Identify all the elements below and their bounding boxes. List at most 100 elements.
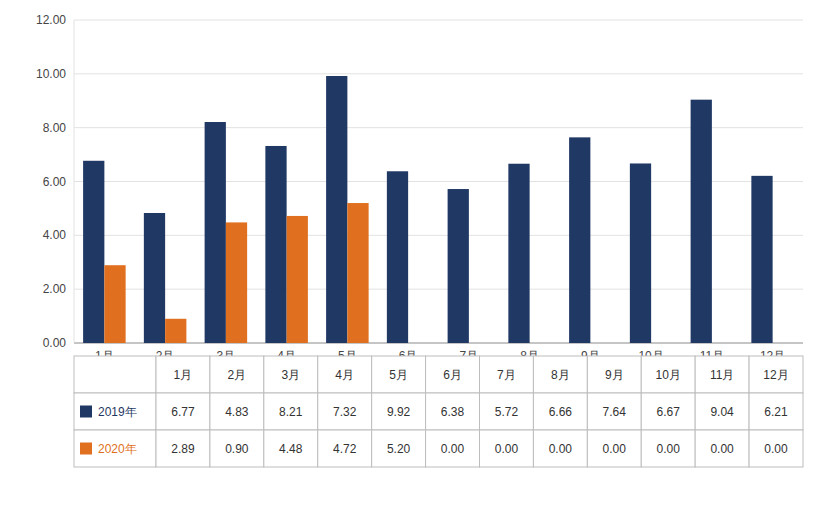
table-header: 12月 <box>763 368 788 382</box>
y-tick-label: 6.00 <box>43 175 67 189</box>
bar <box>469 343 490 344</box>
bar <box>226 222 247 343</box>
table-value: 9.04 <box>710 405 734 419</box>
table-header: 11月 <box>710 368 734 382</box>
table-cell <box>156 430 210 467</box>
table-value: 8.21 <box>279 405 303 419</box>
table-value: 7.32 <box>333 405 357 419</box>
y-tick-label: 4.00 <box>43 228 67 242</box>
table-header: 4月 <box>335 368 354 382</box>
table-value: 4.83 <box>225 405 249 419</box>
table-cell <box>480 430 534 467</box>
table-value: 7.64 <box>603 405 627 419</box>
bar <box>712 343 733 344</box>
grid-line <box>74 20 803 21</box>
table-cell <box>533 356 587 393</box>
table-cell <box>749 356 803 393</box>
bar <box>347 203 368 343</box>
table-value: 0.00 <box>657 442 681 456</box>
bar <box>530 343 551 344</box>
table-cell <box>264 393 318 430</box>
table-cell <box>480 393 534 430</box>
table-header: 9月 <box>605 368 624 382</box>
table-cell <box>264 430 318 467</box>
chart: 0.00 2.00 4.00 6.00 8.00 10.00 12.00 1月 2月 3月 4月 5月… <box>0 0 819 512</box>
table-cell <box>587 356 641 393</box>
table-header: 1月 <box>174 368 193 382</box>
bar <box>751 176 772 343</box>
table-cell <box>210 356 264 393</box>
bar <box>408 343 429 344</box>
table-cell <box>156 393 210 430</box>
table-value: 2.89 <box>171 442 195 456</box>
table-cell <box>318 430 372 467</box>
bar <box>265 146 286 343</box>
table-cell <box>695 393 749 430</box>
table-header: 3月 <box>281 368 300 382</box>
table-cell <box>372 393 426 430</box>
bar <box>387 171 408 343</box>
table-value: 6.38 <box>441 405 465 419</box>
table-value: 5.20 <box>387 442 411 456</box>
table-cell <box>695 356 749 393</box>
table-value: 6.66 <box>549 405 573 419</box>
bar <box>326 76 347 343</box>
table-value: 9.92 <box>387 405 411 419</box>
table-value: 0.00 <box>603 442 627 456</box>
table-cell <box>695 430 749 467</box>
bar <box>165 319 186 343</box>
bar <box>691 100 712 343</box>
table-cell <box>372 430 426 467</box>
table-cell <box>587 393 641 430</box>
bar <box>83 161 104 343</box>
table-header: 10月 <box>656 368 681 382</box>
table-header: 7月 <box>497 368 516 382</box>
table-cell <box>426 430 480 467</box>
y-tick-label: 10.00 <box>36 67 66 81</box>
table-cell <box>210 430 264 467</box>
table-value: 6.77 <box>171 405 195 419</box>
y-tick-label: 8.00 <box>43 121 67 135</box>
legend-label: 2020年 <box>98 442 137 456</box>
table-value: 4.72 <box>333 442 357 456</box>
bar <box>144 213 165 343</box>
y-axis-line <box>74 20 75 343</box>
table-value: 0.00 <box>495 442 519 456</box>
table-cell <box>587 430 641 467</box>
grid <box>74 20 803 343</box>
table-cell <box>210 393 264 430</box>
y-tick-label: 12.00 <box>36 13 66 27</box>
table-cell <box>749 393 803 430</box>
bar <box>569 137 590 343</box>
table-header: 8月 <box>551 368 570 382</box>
legend-label: 2019年 <box>98 405 137 419</box>
table-header: 2月 <box>228 368 247 382</box>
y-tick-label: 0.00 <box>43 336 67 350</box>
table-cell <box>74 430 156 467</box>
table-cell <box>264 356 318 393</box>
table-header: 6月 <box>443 368 462 382</box>
bar <box>287 216 308 343</box>
table-cell <box>533 430 587 467</box>
bar <box>651 343 672 344</box>
table-cell <box>74 393 156 430</box>
table-cell <box>426 356 480 393</box>
table-cell <box>480 356 534 393</box>
bar <box>205 122 226 343</box>
table-header: 5月 <box>389 368 408 382</box>
grid-line <box>74 73 803 74</box>
table-cell <box>318 356 372 393</box>
table-value: 0.00 <box>549 442 573 456</box>
bar <box>508 164 529 343</box>
legend-swatch <box>80 443 92 455</box>
table-value: 0.00 <box>441 442 465 456</box>
table-cell <box>641 393 695 430</box>
table-value: 0.00 <box>764 442 788 456</box>
table-value: 4.48 <box>279 442 303 456</box>
data-table: 1月 2月 3月 4月 5月 6月 7月 8月 9月 10月 11月 12月 2019年 6.77 4.83… <box>74 356 803 467</box>
y-tick-label: 2.00 <box>43 282 67 296</box>
bars <box>83 76 773 343</box>
table-cell <box>372 356 426 393</box>
table-value: 0.00 <box>710 442 734 456</box>
table-cell <box>641 430 695 467</box>
